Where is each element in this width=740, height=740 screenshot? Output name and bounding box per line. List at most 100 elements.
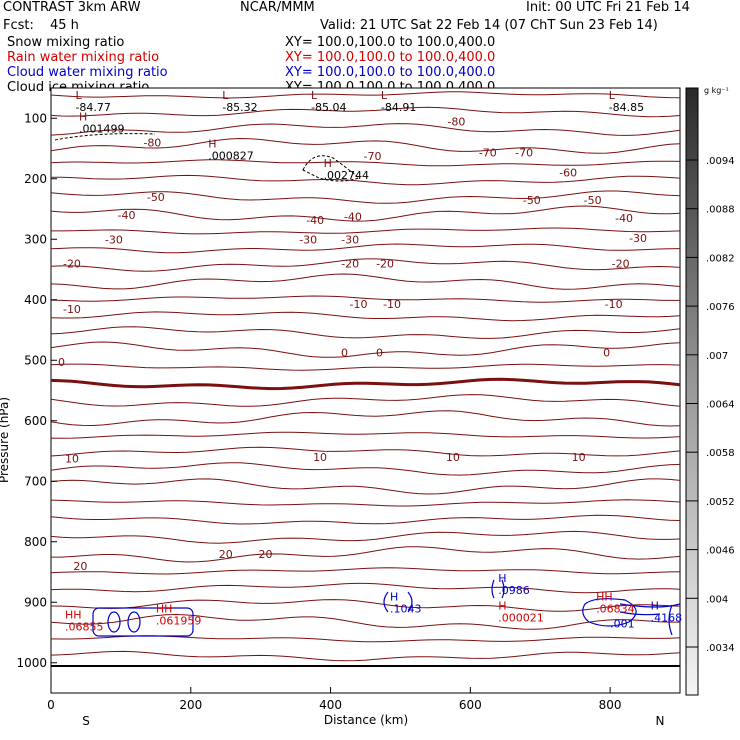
snow-contour [54, 133, 156, 141]
y-tick-label: 900 [24, 595, 47, 609]
isotherm [51, 650, 680, 662]
colorbar-tick-label: .0058 [706, 448, 735, 459]
isotherm [51, 295, 680, 303]
isotherm [51, 190, 680, 204]
isotherm [51, 311, 680, 322]
org-title: NCAR/MMM [240, 0, 315, 15]
extremum-value: -84.77 [75, 101, 110, 114]
isotherm [51, 462, 680, 476]
extremum-marker: L [311, 89, 318, 102]
extremum-value: -84.85 [609, 101, 644, 114]
colorbar-tick-label: .0034 [706, 643, 735, 654]
colorbar [685, 87, 699, 696]
valid-time: Valid: 21 UTC Sat 22 Feb 14 (07 ChT Sun … [320, 18, 658, 33]
y-tick-label: 1000 [16, 656, 47, 670]
isotherm-label: -40 [117, 209, 135, 222]
isotherm-label: -40 [344, 210, 362, 223]
cloud-water-cell [127, 611, 141, 633]
isotherm-label: -50 [147, 191, 165, 204]
isotherm-label: -50 [523, 194, 541, 207]
isotherm-label: -20 [63, 257, 81, 270]
isotherm [51, 567, 680, 575]
isotherm-label: -10 [383, 298, 401, 311]
cloud-water-cell [107, 611, 121, 633]
colorbar-tick-label: .0088 [706, 205, 735, 216]
isotherm-label: -10 [350, 298, 368, 311]
extremum-marker: L [75, 89, 82, 102]
colorbar-tick-label: .0094 [706, 156, 735, 167]
x-axis-title: Distance (km) [324, 713, 408, 727]
isotherm [51, 273, 680, 290]
colorbar-unit: g kg⁻¹ [704, 86, 729, 95]
x-tick-label: 800 [599, 698, 622, 712]
isotherm-label: -80 [143, 136, 161, 149]
isotherm-label: 0 [603, 346, 610, 359]
y-tick-label: 700 [24, 474, 47, 488]
field-snow-name: Snow mixing ratio [7, 35, 125, 50]
isotherm [51, 258, 680, 272]
y-tick-label: 400 [24, 293, 47, 307]
isotherm [51, 106, 680, 118]
rain-marker: HH [65, 608, 82, 621]
isotherm-label: 20 [73, 560, 87, 573]
y-tick-label: 200 [24, 172, 47, 186]
field-cloud-water-xy: XY= 100.0,100.0 to 100.0,400.0 [285, 65, 496, 80]
isotherm-label: 10 [313, 451, 327, 464]
isotherm [51, 363, 680, 371]
isotherm [51, 326, 680, 339]
isotherm [51, 582, 680, 594]
isotherm-label: 0 [58, 356, 65, 369]
isotherm [51, 499, 680, 507]
field-snow-xy: XY= 100.0,100.0 to 100.0,400.0 [285, 35, 496, 50]
isotherm [51, 410, 680, 427]
isotherm-label: 10 [572, 451, 586, 464]
isotherm [51, 137, 680, 154]
extremum-marker: L [222, 89, 229, 102]
forecast-label: Fcst: [3, 18, 34, 33]
isotherm [51, 243, 680, 254]
extremum-value: -85.32 [222, 101, 257, 114]
x-tick-label: 600 [459, 698, 482, 712]
field-rain-xy: XY= 100.0,100.0 to 100.0,400.0 [285, 50, 496, 65]
rain-marker: HH [596, 590, 613, 603]
extremum-value: .000827 [208, 150, 254, 163]
isotherm [51, 227, 680, 235]
field-cloud-water-name: Cloud water mixing ratio [7, 65, 168, 80]
colorbar-tick-label: .0082 [706, 253, 735, 264]
rain-marker: HH [156, 602, 173, 615]
isotherm [51, 159, 680, 167]
cloud-water-value: .4168 [651, 611, 683, 624]
extremum-value: -84.91 [381, 101, 416, 114]
y-tick-label: 100 [24, 111, 47, 125]
x-tick-label: 0 [47, 698, 55, 712]
isotherm [51, 341, 680, 358]
cloud-water-region [92, 607, 194, 637]
y-axis-title: Pressure (hPa) [0, 397, 11, 483]
isotherm-label: -40 [306, 214, 324, 227]
colorbar-tick-label: .0076 [706, 302, 735, 313]
colorbar-tick-label: .0064 [706, 400, 735, 411]
isotherm [51, 431, 680, 439]
isotherm [51, 205, 680, 222]
cloud-water-value: .1043 [390, 602, 422, 615]
temperature-contours [51, 91, 680, 662]
y-tick-label: 300 [24, 232, 47, 246]
extremum-marker: L [381, 89, 388, 102]
contour-labels: -80 -80 -70 -70 -70 -60 -50 -50 -50 -40 -40 -40 -40 -… [58, 89, 682, 633]
left-endpoint: S [82, 714, 90, 728]
extremum-value: -85.04 [311, 101, 346, 114]
cloud-water-marker: H [498, 572, 506, 585]
y-tick-label: 500 [24, 353, 47, 367]
isotherm [51, 530, 680, 544]
rain-value: .000021 [498, 611, 544, 624]
x-tick-label: 400 [319, 698, 342, 712]
cloud-water-value: .001 [610, 617, 635, 630]
isotherm-label: -70 [479, 147, 497, 160]
colorbar-ticks: .0094 .0088 .0082 .0076 .007 .0064 .0058 .0052.… [686, 156, 735, 654]
rain-marker: H [498, 599, 506, 612]
isotherm-label: -30 [105, 233, 123, 246]
isotherm-label: -40 [615, 212, 633, 225]
cloud-water-marker: H [390, 590, 398, 603]
x-tick-label: 200 [179, 698, 202, 712]
